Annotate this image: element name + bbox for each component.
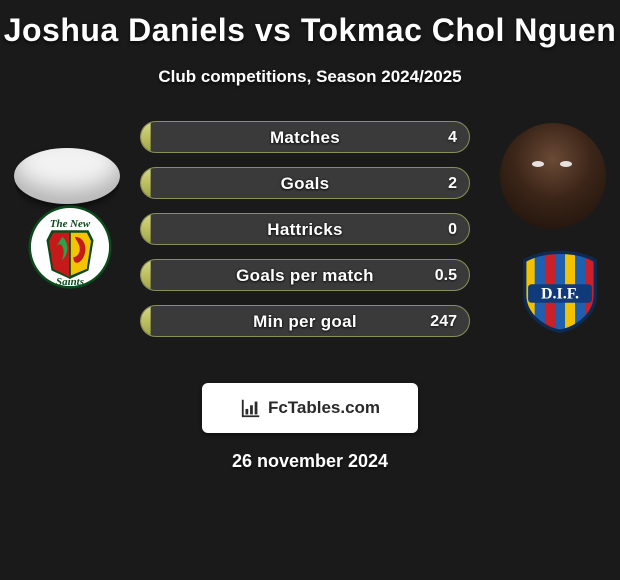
stat-right-value: 4 <box>448 122 457 153</box>
stat-right-value: 247 <box>430 306 457 337</box>
stat-right-value: 2 <box>448 168 457 199</box>
djurgarden-badge-icon: D.I.F. <box>518 249 602 333</box>
stat-label: Min per goal <box>141 306 469 337</box>
stat-right-value: 0 <box>448 214 457 245</box>
the-new-saints-badge-icon: The New Saints <box>28 205 112 289</box>
player-right-avatar <box>500 123 606 229</box>
blank-avatar-ellipse <box>14 148 120 204</box>
stat-label: Matches <box>141 122 469 153</box>
stat-label: Goals per match <box>141 260 469 291</box>
club-right-badge: D.I.F. <box>518 249 602 333</box>
page-subtitle: Club competitions, Season 2024/2025 <box>0 67 620 87</box>
footer-date: 26 november 2024 <box>0 451 620 472</box>
stat-row-goals: Goals 2 <box>140 167 470 199</box>
brand-text: FcTables.com <box>268 398 380 418</box>
stat-row-goals-per-match: Goals per match 0.5 <box>140 259 470 291</box>
stat-row-matches: Matches 4 <box>140 121 470 153</box>
club-left-badge: The New Saints <box>28 205 112 289</box>
bar-chart-icon <box>240 397 262 419</box>
dif-text: D.I.F. <box>541 286 579 303</box>
comparison-bars: Matches 4 Goals 2 Hattricks 0 Goals per … <box>140 121 470 351</box>
svg-text:The New: The New <box>50 218 91 230</box>
player-right-photo <box>500 123 606 229</box>
stat-row-min-per-goal: Min per goal 247 <box>140 305 470 337</box>
page-title: Joshua Daniels vs Tokmac Chol Nguen <box>0 0 620 49</box>
stat-label: Hattricks <box>141 214 469 245</box>
brand-box: FcTables.com <box>202 383 418 433</box>
stat-right-value: 0.5 <box>435 260 457 291</box>
stat-label: Goals <box>141 168 469 199</box>
comparison-stage: The New Saints D <box>0 111 620 371</box>
stat-row-hattricks: Hattricks 0 <box>140 213 470 245</box>
